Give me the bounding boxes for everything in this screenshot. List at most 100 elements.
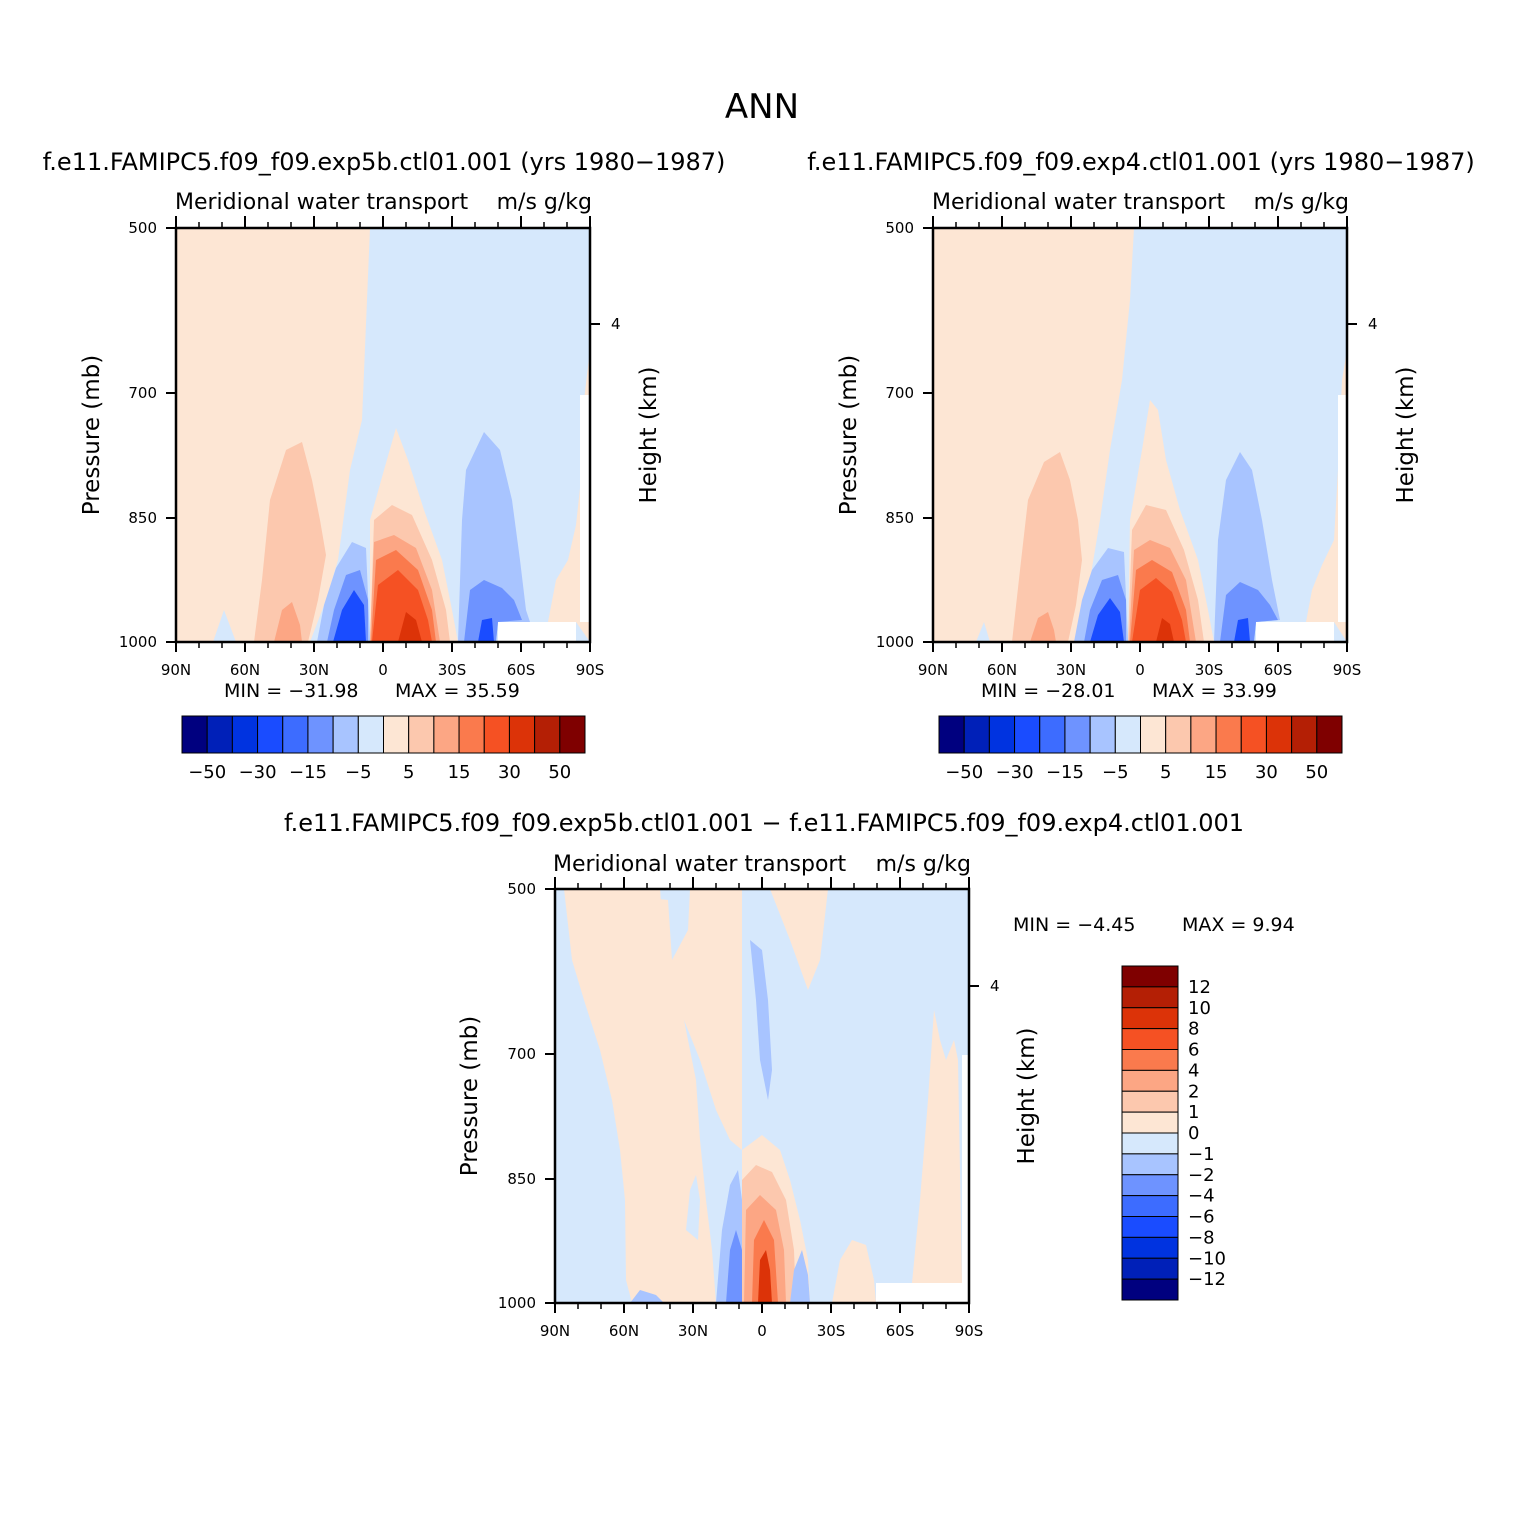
- panel-2-colorbar-swatch: [1140, 715, 1167, 754]
- panel-1-contour-field: [176, 228, 590, 642]
- panel-2-y-tick-500: 500: [885, 219, 914, 237]
- panel-1-colorbar-swatch: [231, 715, 259, 754]
- panel-2-colorbar-swatch: [988, 715, 1016, 754]
- panel-3-x-ticks: [554, 877, 970, 1313]
- panel-2-x-tick-0: 0: [1135, 661, 1145, 679]
- panel-3-x-tick-0: 0: [757, 1322, 767, 1340]
- panel-1-y-tick-850: 850: [128, 509, 157, 527]
- panel-3-y-axis-label: Pressure (mb): [457, 1016, 483, 1176]
- panel-3-x-tick-60s: 60S: [886, 1322, 915, 1340]
- panel-3-max-label: MAX = 9.94: [1182, 914, 1295, 936]
- panel-3-colorbar-swatch: [1121, 1028, 1179, 1050]
- panel-1-y-tick-500: 500: [128, 219, 157, 237]
- panel-2-x-tick-30s: 30S: [1195, 661, 1224, 679]
- panel-2-colorbar: −50 −30 −15 −5 5 15 30 50: [938, 715, 1343, 783]
- panel-1-right-tick-4: 4: [611, 315, 621, 333]
- panel-1-y-ticks: [166, 227, 600, 643]
- panel-2-colorbar-label: −5: [1102, 762, 1129, 783]
- panel-2-colorbar-swatch: [938, 715, 965, 754]
- panel-3-right-tick-4: 4: [990, 977, 1000, 995]
- panel-1-colorbar-label: −50: [188, 762, 226, 783]
- panel-1-colorbar-swatch: [408, 715, 435, 754]
- panel-3-colorbar-swatch: [1121, 1216, 1179, 1238]
- panel-2-colorbar-swatch: [963, 715, 990, 754]
- panel-3-units-label: m/s g/kg: [876, 852, 971, 877]
- panel-3-colorbar-swatch: [1121, 1195, 1179, 1217]
- panel-2-colorbar-swatch: [1215, 715, 1242, 754]
- panel-2-x-tick-60n: 60N: [987, 661, 1017, 679]
- panel-3-colorbar-label: 10: [1188, 998, 1211, 1019]
- panel-2-x-ticks: [932, 216, 1348, 652]
- panel-3-colorbar-swatch: [1121, 986, 1179, 1009]
- panel-1: f.e11.FAMIPC5.f09_f09.exp5b.ctl01.001 (y…: [43, 148, 726, 783]
- panel-1-colorbar-swatch: [383, 715, 410, 754]
- panel-2-x-tick-90s: 90S: [1333, 661, 1362, 679]
- panel-3-colorbar-label: 1: [1188, 1102, 1199, 1123]
- panel-3-min-label: MIN = −4.45: [1013, 914, 1135, 936]
- panel-1-colorbar-swatch: [282, 715, 309, 754]
- panel-1-y-tick-700: 700: [128, 384, 157, 402]
- panel-3-colorbar-label: 0: [1188, 1123, 1199, 1144]
- panel-3-x-tick-30s: 30S: [817, 1322, 846, 1340]
- panel-3-colorbar-swatch: [1121, 1007, 1179, 1030]
- panel-2-colorbar-swatch: [1240, 715, 1267, 754]
- panel-1-colorbar-label: −5: [345, 762, 372, 783]
- panel-3-contour-field: [555, 889, 969, 1303]
- panel-1-x-tick-60n: 60N: [230, 661, 260, 679]
- panel-2-colorbar-swatch: [1291, 715, 1318, 754]
- panel-1-y-right-axis-label: Height (km): [636, 366, 662, 503]
- panel-3-y-tick-500: 500: [507, 880, 536, 898]
- panel-2-colorbar-swatch: [1165, 715, 1192, 754]
- panel-3-colorbar-swatch: [1121, 1069, 1179, 1092]
- panel-1-colorbar-swatch: [332, 715, 359, 754]
- panel-2-colorbar-swatch: [1089, 715, 1116, 754]
- panel-2-colorbar-label: 30: [1255, 762, 1278, 783]
- panel-1-min-label: MIN = −31.98: [224, 680, 359, 702]
- panel-2-x-tick-60s: 60S: [1264, 661, 1293, 679]
- panel-1-x-tick-30n: 30N: [299, 661, 329, 679]
- panel-3-colorbar-label: 6: [1188, 1040, 1199, 1061]
- panel-3-colorbar-swatch: [1121, 1174, 1179, 1197]
- panel-2-colorbar-label: −15: [1046, 762, 1084, 783]
- panel-1-x-ticks: [175, 216, 591, 652]
- panel-3-colorbar-swatch: [1121, 1257, 1179, 1280]
- panel-2-y-right-axis-label: Height (km): [1393, 366, 1419, 503]
- panel-3-colorbar-swatch: [1121, 1236, 1179, 1259]
- panel-3-colorbar-label: −1: [1188, 1144, 1215, 1165]
- panel-3-colorbar-label: 8: [1188, 1019, 1199, 1040]
- panel-3-y-right-axis-label: Height (km): [1014, 1027, 1040, 1164]
- panel-2-colorbar-swatch: [1014, 715, 1041, 754]
- panel-2-colorbar-label: −50: [945, 762, 983, 783]
- panel-2-colorbar-label: 5: [1160, 762, 1171, 783]
- panel-3-colorbar-label: −8: [1188, 1227, 1215, 1248]
- panel-1-colorbar-swatch: [257, 715, 284, 754]
- panel-1-colorbar-label: 30: [498, 762, 521, 783]
- panel-1-colorbar-swatch: [534, 715, 561, 754]
- panel-1-x-tick-90n: 90N: [161, 661, 191, 679]
- panel-1-max-label: MAX = 35.59: [395, 680, 520, 702]
- panel-3-x-tick-30n: 30N: [678, 1322, 708, 1340]
- panel-2-axes: 500 700 850 1000 4 90N 60N 30N 0 30S 60S…: [836, 216, 1419, 679]
- panel-2-y-axis-label: Pressure (mb): [836, 355, 862, 515]
- panel-3-x-tick-90n: 90N: [540, 1322, 570, 1340]
- panel-1-colorbar-swatch: [206, 715, 233, 754]
- panel-3-colorbar-label: 4: [1188, 1060, 1199, 1081]
- panel-3-y-tick-850: 850: [507, 1170, 536, 1188]
- panel-3-colorbar-label: −6: [1188, 1207, 1215, 1228]
- panel-3-case-title: f.e11.FAMIPC5.f09_f09.exp5b.ctl01.001 − …: [284, 809, 1244, 837]
- panel-2-colorbar-label: −30: [996, 762, 1034, 783]
- panel-3-variable-label: Meridional water transport: [553, 852, 846, 877]
- panel-2-colorbar-label: 50: [1305, 762, 1328, 783]
- panel-3-y-tick-700: 700: [507, 1045, 536, 1063]
- panel-1-colorbar-swatch: [433, 715, 460, 754]
- panel-1-colorbar-label: 50: [548, 762, 571, 783]
- panel-3-colorbar-label: 12: [1188, 977, 1211, 998]
- panel-1-colorbar-label: −30: [239, 762, 277, 783]
- panel-1-colorbar-swatch: [181, 715, 208, 754]
- panel-1-colorbar-label: −15: [289, 762, 327, 783]
- panel-2-variable-label: Meridional water transport: [932, 190, 1225, 215]
- panel-2-y-ticks: [923, 227, 1357, 643]
- panel-3-x-tick-90s: 90S: [955, 1322, 984, 1340]
